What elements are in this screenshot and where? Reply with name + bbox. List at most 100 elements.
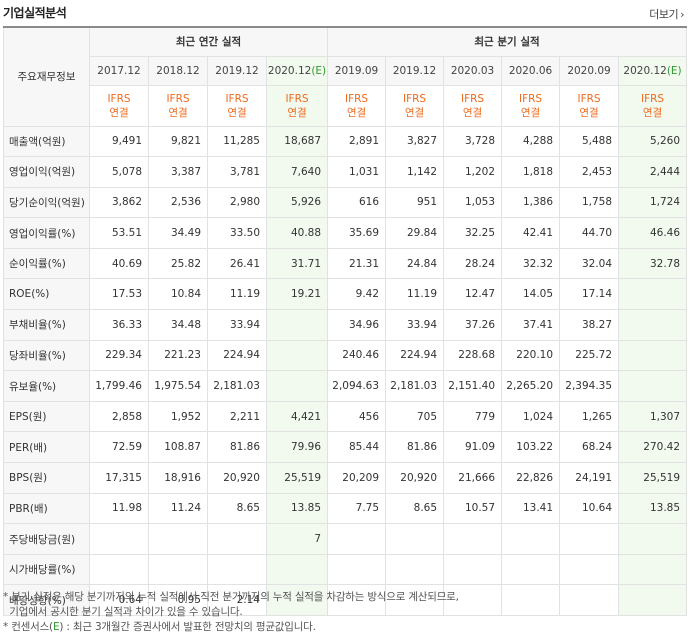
table-row: BPS(원) 17,315 18,916 20,920 25,519 20,209 20,9… (3, 462, 688, 494)
table-cell: 32.25 (443, 217, 503, 249)
table-cell: 2,181.03 (385, 370, 445, 402)
table-cell: 1,952 (148, 400, 208, 433)
table-cell: 2,536 (148, 186, 208, 219)
table-cell: 32.04 (559, 247, 620, 280)
table-cell: 13.85 (265, 492, 329, 525)
table-cell: 0.64 (89, 584, 149, 616)
table-cell: 85.44 (327, 431, 387, 464)
table-cell: 14.05 (501, 278, 561, 311)
table-cell: 21,666 (443, 462, 503, 494)
table-cell: 4,288 (501, 125, 561, 158)
table-cell: 3,728 (443, 125, 503, 158)
section-header: 기업실적분석 더보기 (0, 0, 692, 22)
period-header: 2019.12 (385, 55, 445, 86)
table-cell: 1,265 (559, 400, 620, 433)
table-row: PER(배) 72.59 108.87 81.86 79.96 85.44 81.86 91.… (3, 431, 688, 464)
table-cell: 1,799.46 (89, 370, 149, 402)
more-link[interactable]: 더보기 (649, 6, 684, 22)
table-cell: 40.88 (265, 217, 329, 249)
table-cell: 19.21 (265, 278, 329, 311)
table-cell (207, 553, 267, 586)
table-cell: 2,265.20 (501, 370, 561, 402)
table-cell (265, 584, 329, 616)
table-cell: 225.72 (559, 339, 620, 372)
footnote-3: * 컨센서스(E) : 최근 3개월간 증권사에서 발표한 전망치의 평균값입니… (3, 621, 316, 633)
table-cell: 108.87 (148, 431, 208, 464)
corner-label: 주요재무정보 (3, 26, 90, 127)
table-cell: 9.42 (327, 278, 387, 311)
table-cell (618, 584, 688, 616)
table-cell: 28.24 (443, 247, 503, 280)
table-cell: 33.50 (207, 217, 267, 249)
table-cell (265, 553, 329, 586)
table-cell: 68.24 (559, 431, 620, 464)
table-cell: 1,758 (559, 186, 620, 219)
table-cell: 2.14 (207, 584, 267, 616)
table-row: PBR(배) 11.98 11.24 8.65 13.85 7.75 8.65 10.57 13… (3, 492, 688, 525)
table-cell: 32.78 (618, 247, 688, 280)
annual-group-header: 최근 연간 실적 (88, 26, 329, 57)
table-cell: 72.59 (89, 431, 149, 464)
table-cell: 12.47 (443, 278, 503, 311)
table-cell: 24.84 (385, 247, 445, 280)
table-cell: 1,386 (501, 186, 561, 219)
row-label: ROE(%) (3, 278, 90, 311)
footnote-1: * 분기 실적은 해당 분기까지의 누적 실적에서 직전 분기까지의 누적 실적… (3, 591, 459, 603)
table-cell: 951 (385, 186, 445, 219)
table-row: 당좌비율(%) 229.34 221.23 224.94 240.46 224.94 228… (3, 339, 688, 372)
ifrs-label: IFRS 연결 (443, 84, 503, 127)
estimate-mark: (E) (666, 64, 682, 77)
table-cell (618, 370, 688, 402)
table-cell: 25,519 (618, 462, 688, 494)
row-label: 부채비율(%) (3, 309, 90, 341)
row-label: BPS(원) (3, 462, 90, 494)
table-cell: 8.65 (207, 492, 267, 525)
table-row: 영업이익(억원) 5,078 3,387 3,781 7,640 1,031 1,142 1,… (3, 156, 688, 188)
table-cell: 228.68 (443, 339, 503, 372)
table-cell: 2,444 (618, 156, 688, 188)
table-cell: 3,862 (89, 186, 149, 219)
table-cell (265, 339, 329, 372)
row-label: 유보율(%) (3, 370, 90, 402)
table-cell: 21.31 (327, 247, 387, 280)
ifrs-label: IFRS 연결 (207, 84, 267, 127)
table-cell: 11.98 (89, 492, 149, 525)
table-cell: 20,920 (385, 462, 445, 494)
table-cell: 1,818 (501, 156, 561, 188)
table-cell: 5,926 (265, 186, 329, 219)
table-cell: 37.26 (443, 309, 503, 341)
table-cell (443, 553, 503, 586)
table-cell: 1,142 (385, 156, 445, 188)
table-cell: 36.33 (89, 309, 149, 341)
table-cell: 9,821 (148, 125, 208, 158)
table-cell: 25.82 (148, 247, 208, 280)
table-cell: 3,827 (385, 125, 445, 158)
table-cell (385, 584, 445, 616)
table-cell: 270.42 (618, 431, 688, 464)
table-cell: 4,421 (265, 400, 329, 433)
table-cell (559, 584, 620, 616)
table-cell: 13.85 (618, 492, 688, 525)
period-header: 2019.12 (207, 55, 267, 86)
table-cell: 25,519 (265, 462, 329, 494)
table-cell: 221.23 (148, 339, 208, 372)
table-cell: 1,202 (443, 156, 503, 188)
table-cell (265, 370, 329, 402)
row-label: 당좌비율(%) (3, 339, 90, 372)
table-cell: 220.10 (501, 339, 561, 372)
table-cell: 240.46 (327, 339, 387, 372)
row-label: 순이익률(%) (3, 247, 90, 280)
row-label: EPS(원) (3, 400, 90, 433)
table-row: 배당성향(%) 0.64 0.95 2.14 (3, 584, 688, 616)
table-cell: 18,916 (148, 462, 208, 494)
table-cell: 2,891 (327, 125, 387, 158)
table-cell (148, 523, 208, 555)
ifrs-label: IFRS 연결 (265, 84, 329, 127)
table-cell (443, 584, 503, 616)
table-cell (327, 553, 387, 586)
table-cell: 79.96 (265, 431, 329, 464)
table-cell: 17.14 (559, 278, 620, 311)
table-row: 당기순이익(억원) 3,862 2,536 2,980 5,926 616 951 1,053… (3, 186, 688, 219)
table-cell: 2,151.40 (443, 370, 503, 402)
table-cell: 81.86 (385, 431, 445, 464)
